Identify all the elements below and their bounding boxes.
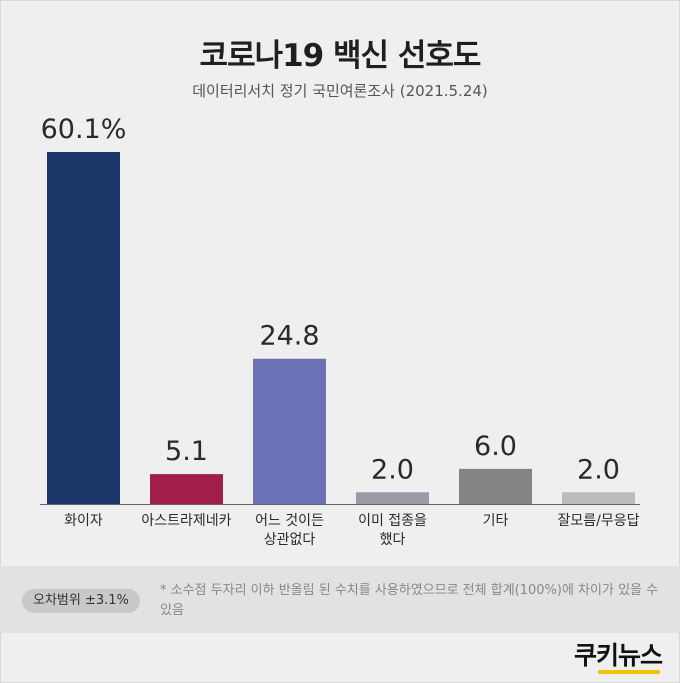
category-label-3: 이미 접종을	[358, 513, 427, 529]
category-label-4: 기타	[483, 513, 509, 529]
bar-4	[459, 468, 532, 504]
chart-title: 코로나19 백신 선호도	[199, 38, 482, 74]
data-label-5: 2.0	[577, 454, 620, 485]
data-label-0: 60.1%	[41, 114, 127, 145]
margin-of-error-badge: 오차범위 ±3.1%	[22, 589, 140, 613]
footnote-text: * 소수점 두자리 이하 반올림 된 수치를 사용하였으므로 전체 합계(100…	[160, 583, 659, 618]
chart-subtitle: 데이터리서치 정기 국민여론조사 (2021.5.24)	[192, 82, 488, 100]
data-label-1: 5.1	[165, 436, 208, 467]
bar-2	[253, 358, 326, 504]
category-label-3-line2: 했다	[380, 532, 406, 548]
category-label-5: 잘모름/무응답	[558, 513, 640, 529]
category-label-0: 화이자	[64, 513, 103, 529]
bar-0	[47, 152, 120, 504]
category-label-2: 어느 것이든	[255, 513, 324, 529]
logo-underline	[598, 670, 660, 674]
data-label-4: 6.0	[474, 431, 517, 462]
category-label-2-line2: 상관없다	[264, 532, 316, 548]
publisher-logo: 쿠키뉴스	[573, 641, 663, 670]
bar-1	[150, 474, 223, 504]
data-label-3: 2.0	[371, 454, 414, 485]
data-label-2: 24.8	[259, 321, 319, 352]
bar-5	[562, 492, 635, 504]
category-label-1: 아스트라제네카	[141, 513, 231, 529]
bar-3	[356, 492, 429, 504]
